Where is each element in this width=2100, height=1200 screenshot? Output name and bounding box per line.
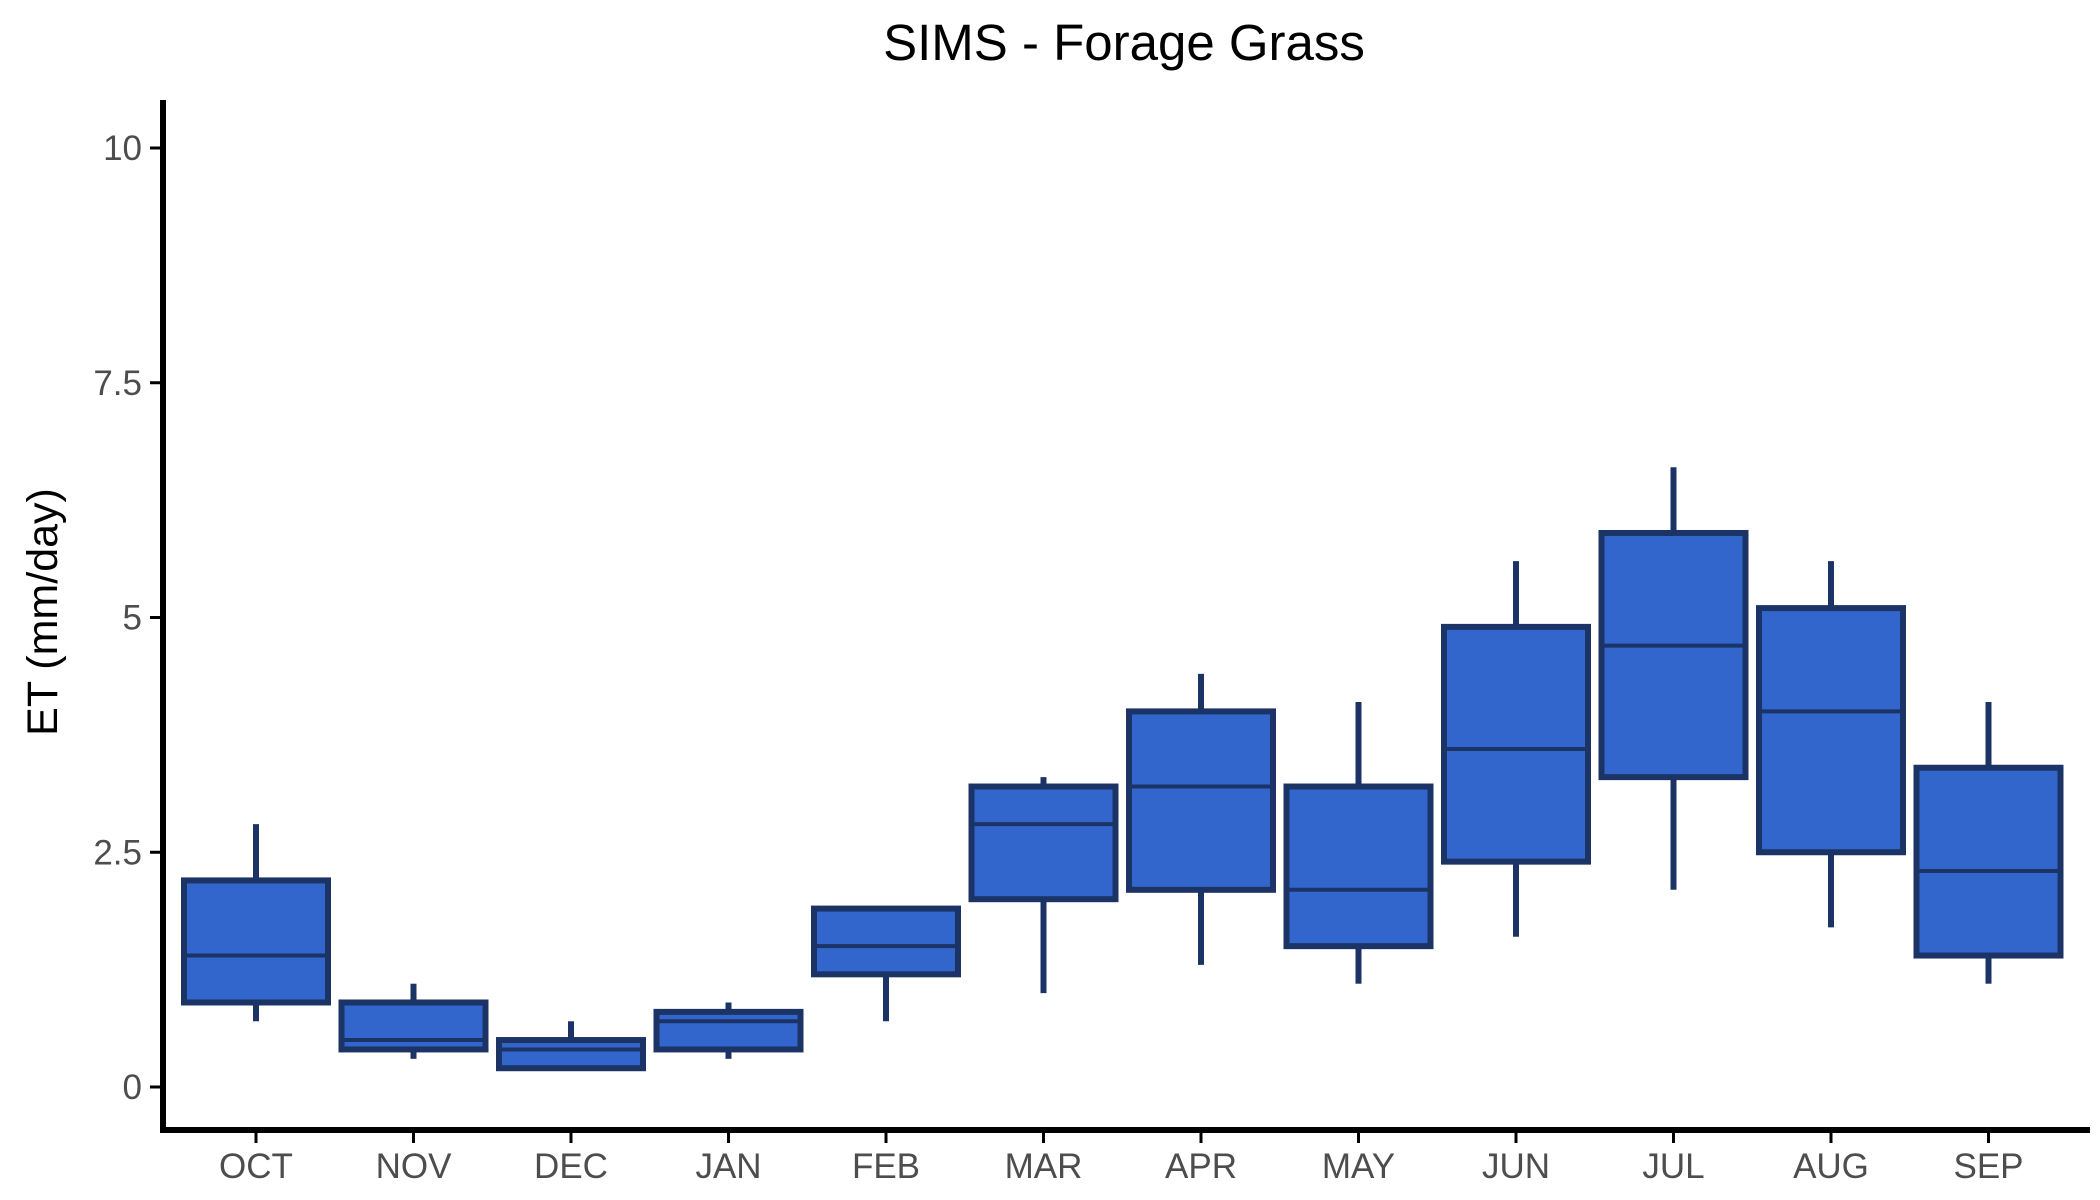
x-tick-label-apr: APR xyxy=(1165,1147,1237,1186)
y-tick-label: 7.5 xyxy=(93,364,142,403)
box-mar xyxy=(968,777,1119,994)
y-tick-label: 5 xyxy=(123,599,142,638)
box-jun xyxy=(1441,561,1591,937)
box-oct xyxy=(181,824,331,1022)
box-iqr-nov xyxy=(338,999,489,1053)
box-may xyxy=(1283,702,1434,984)
box-iqr-dec xyxy=(496,1037,646,1072)
x-tick-label-nov: NOV xyxy=(376,1147,453,1186)
x-tick-label-dec: DEC xyxy=(534,1147,608,1186)
ticks-layer: 0 2.5 5 7.5 10 OCT NOV DEC JAN FEB MAR APR MAY JUN JUL… xyxy=(93,129,2023,1186)
box-feb xyxy=(811,905,961,1022)
box-iqr-jan xyxy=(653,1008,804,1053)
x-tick-label-may: MAY xyxy=(1322,1147,1395,1186)
box-iqr-apr xyxy=(1126,708,1276,893)
box-aug xyxy=(1756,561,1906,928)
x-tick-label-jun: JUN xyxy=(1482,1147,1550,1186)
y-axis-label: ET (mm/day) xyxy=(19,488,67,736)
box-iqr-jul xyxy=(1598,529,1749,781)
x-tick-label-sep: SEP xyxy=(1953,1147,2023,1186)
box-iqr-aug xyxy=(1756,605,1906,856)
x-tick-label-aug: AUG xyxy=(1793,1147,1869,1186)
box-iqr-jun xyxy=(1441,623,1591,865)
box-jul xyxy=(1598,467,1749,890)
box-nov xyxy=(338,983,489,1059)
box-dec xyxy=(496,1021,646,1072)
box-iqr-sep xyxy=(1913,764,2064,959)
box-iqr-oct xyxy=(181,877,331,1006)
x-tick-label-jul: JUL xyxy=(1642,1147,1704,1186)
box-jan xyxy=(653,1002,804,1059)
x-tick-label-jan: JAN xyxy=(695,1147,761,1186)
y-tick-label: 2.5 xyxy=(93,833,142,872)
x-tick-label-feb: FEB xyxy=(852,1147,920,1186)
axes-layer xyxy=(160,100,2090,1133)
x-tick-label-mar: MAR xyxy=(1005,1147,1083,1186)
y-tick-label: 10 xyxy=(103,129,142,168)
box-iqr-mar xyxy=(968,783,1119,903)
box-apr xyxy=(1126,673,1276,965)
chart-title: SIMS - Forage Grass xyxy=(883,14,1365,71)
box-iqr-feb xyxy=(811,905,961,978)
x-tick-label-oct: OCT xyxy=(219,1147,293,1186)
box-iqr-may xyxy=(1283,783,1434,950)
box-sep xyxy=(1913,702,2064,984)
boxes-layer xyxy=(181,467,2064,1072)
y-tick-label: 0 xyxy=(123,1068,142,1107)
